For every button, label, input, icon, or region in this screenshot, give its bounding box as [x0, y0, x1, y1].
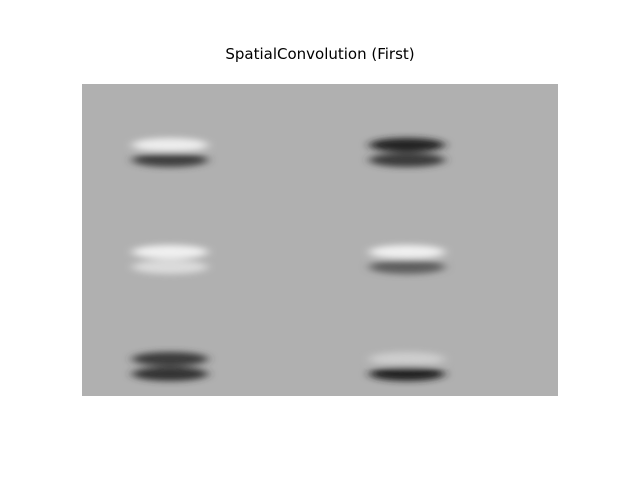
filter-kernel-2 — [369, 138, 445, 167]
filter-lobe-bottom — [132, 260, 208, 274]
filter-kernel-4 — [369, 245, 445, 274]
filter-kernel-6 — [369, 352, 445, 381]
heatmap-axes — [82, 84, 558, 396]
filter-lobe-bottom — [369, 260, 445, 274]
filter-lobe-bottom — [132, 367, 208, 381]
filter-lobe-top — [369, 245, 445, 259]
filter-lobe-top — [132, 245, 208, 259]
filter-lobe-bottom — [132, 153, 208, 167]
filter-lobe-top — [369, 138, 445, 152]
filter-lobe-top — [369, 352, 445, 366]
filter-kernel-3 — [132, 245, 208, 274]
filter-kernel-1 — [132, 138, 208, 167]
filter-kernel-5 — [132, 352, 208, 381]
chart-title: SpatialConvolution (First) — [225, 45, 415, 63]
filter-lobe-bottom — [369, 367, 445, 381]
filter-lobe-top — [132, 352, 208, 366]
filter-lobe-bottom — [369, 153, 445, 167]
heatmap-background — [82, 84, 558, 396]
filter-lobe-top — [132, 138, 208, 152]
